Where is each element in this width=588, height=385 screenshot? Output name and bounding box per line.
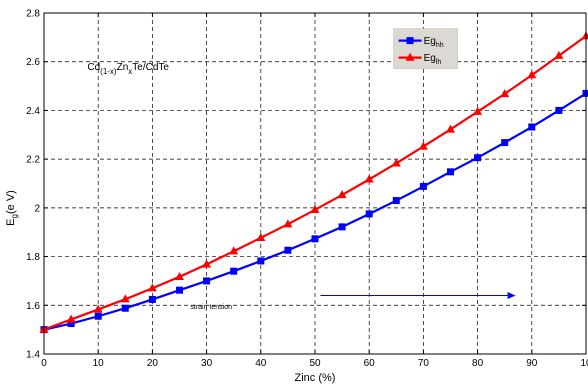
series-hh: [40, 89, 588, 334]
formula-part: Cd: [87, 62, 100, 73]
y-tick-label: 2.8: [26, 9, 40, 20]
x-tick-label: 60: [364, 358, 376, 369]
data-point-hh: [176, 286, 183, 294]
y-tick-label: 1.6: [26, 301, 40, 312]
data-point-hh: [311, 235, 319, 243]
data-point-hh: [121, 304, 129, 312]
data-point-hh: [582, 89, 588, 97]
y-tick-label: 1.4: [26, 350, 40, 361]
data-point-lh: [500, 89, 510, 98]
legend-label: Eglh: [424, 53, 442, 66]
strain-tension-annotation: strain tension: [190, 304, 232, 311]
data-point-lh: [310, 205, 320, 214]
legend-box: [393, 28, 458, 69]
x-tick-label: 70: [418, 358, 430, 369]
series-lh: [39, 31, 588, 333]
data-point-lh: [391, 158, 401, 167]
data-point-hh: [501, 139, 509, 147]
x-tick-label: 0: [41, 358, 47, 369]
data-point-hh: [555, 106, 563, 114]
data-point-lh: [147, 283, 157, 292]
data-point-lh: [93, 304, 103, 313]
legend: Eghh Eglh: [393, 28, 458, 69]
y-tick-label: 2.6: [26, 57, 40, 68]
data-point-hh: [148, 295, 156, 303]
legend-marker: [406, 37, 414, 45]
strain-arrow: [320, 292, 516, 300]
series-layer: [39, 31, 588, 334]
data-point-lh: [283, 219, 293, 228]
data-point-hh: [365, 210, 373, 218]
data-point-lh: [554, 50, 564, 59]
data-point-hh: [257, 257, 265, 265]
formula-part: x: [128, 67, 132, 76]
legend-marker: [405, 52, 415, 61]
x-tick-label: 30: [201, 358, 213, 369]
x-tick-label: 10: [93, 358, 105, 369]
formula-annotation: Cd(1-x)ZnxTe/CdTe: [87, 62, 169, 76]
data-point-lh: [202, 259, 212, 268]
data-point-lh: [256, 233, 266, 242]
x-tick-label: 90: [526, 358, 538, 369]
x-tick-label: 40: [255, 358, 267, 369]
data-point-lh: [364, 174, 374, 183]
legend-item-hh: Eghh: [398, 36, 444, 49]
y-axis-label: Eg(e V): [5, 190, 19, 226]
y-tick-label: 2.2: [26, 155, 40, 166]
data-point-lh: [527, 70, 537, 79]
data-point-hh: [338, 223, 346, 231]
data-point-hh: [230, 267, 238, 275]
data-point-lh: [446, 124, 455, 133]
y-tick-label: 1.8: [26, 252, 40, 263]
arrow-head: [507, 292, 516, 300]
data-point-lh: [120, 294, 130, 303]
data-point-hh: [419, 182, 427, 190]
x-tick-label: 10: [580, 358, 588, 369]
formula-part: (1-x): [100, 67, 117, 76]
x-axis-label: Zinc (%): [295, 372, 336, 384]
legend-label: Eghh: [424, 36, 444, 49]
legend-item-lh: Eglh: [398, 52, 442, 66]
x-tick-label: 20: [147, 358, 159, 369]
data-point-hh: [67, 320, 75, 328]
y-tick-label: 2: [34, 203, 40, 214]
data-point-hh: [203, 277, 211, 285]
data-point-hh: [474, 154, 482, 162]
data-point-lh: [337, 190, 347, 199]
y-tick-label: 2.4: [26, 106, 40, 117]
data-point-hh: [392, 197, 400, 205]
data-point-lh: [66, 314, 76, 323]
formula-part: Te/CdTe: [132, 62, 169, 73]
x-tick-label: 50: [309, 358, 321, 369]
data-point-lh: [229, 246, 239, 255]
data-point-lh: [473, 106, 483, 115]
data-point-hh: [528, 123, 536, 131]
data-point-hh: [94, 312, 102, 320]
x-tick-label: 80: [472, 358, 484, 369]
axis-ticks: 0 10 20 30 40 50 60 70 80 90 10 1.4 1.6 1.8 2 2.2 2.4 2.6…: [26, 9, 588, 370]
data-point-lh: [175, 271, 184, 280]
data-point-hh: [447, 168, 454, 176]
data-point-lh: [418, 141, 428, 150]
data-point-hh: [284, 246, 292, 254]
formula-part: Zn: [117, 62, 129, 73]
